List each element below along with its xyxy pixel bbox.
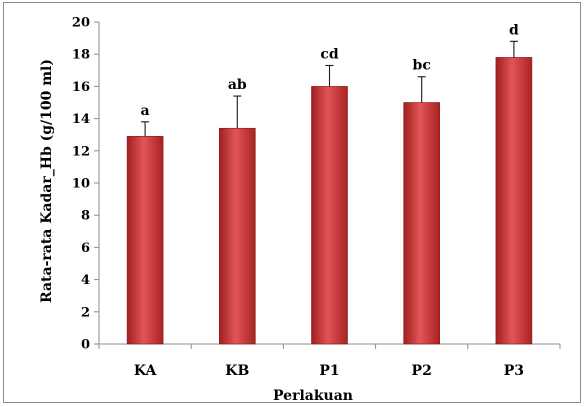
y-tick-label: 12 [72, 144, 90, 159]
significance-label: a [141, 103, 150, 119]
bar-p2 [403, 102, 441, 345]
y-tick-label: 6 [81, 241, 90, 256]
y-tick-label: 18 [72, 48, 90, 63]
y-tick-label: 8 [81, 209, 90, 224]
x-tick-label: KB [225, 363, 249, 379]
bar-kb [219, 127, 256, 345]
y-axis-title: Rata-rata Kadar_Hb (g/100 ml) [39, 59, 55, 303]
significance-label: ab [228, 77, 247, 93]
bars: a ab cd bc d [126, 22, 533, 345]
bar-ka [126, 136, 164, 345]
y-axis: 0 2 4 6 8 10 12 14 16 18 20 [72, 16, 100, 353]
y-tick-label: 14 [72, 112, 90, 127]
x-axis-title: Perlakuan [273, 388, 353, 404]
significance-label: d [509, 22, 519, 38]
x-tick-label: P3 [504, 363, 524, 379]
y-tick-label: 2 [81, 305, 90, 320]
y-tick-label: 4 [81, 273, 90, 288]
x-tick-label: P2 [412, 363, 432, 379]
y-tick-label: 16 [72, 80, 90, 95]
y-tick-label: 20 [72, 16, 90, 31]
category-labels: KA KB P1 P2 P3 [134, 363, 524, 379]
significance-label: cd [320, 46, 339, 62]
y-tick-label: 0 [81, 338, 90, 353]
y-tick-label: 10 [72, 177, 90, 192]
x-tick-label: KA [134, 363, 158, 379]
bar-p1 [311, 86, 348, 345]
x-axis [98, 343, 561, 349]
bar-p3 [495, 57, 533, 345]
significance-label: bc [413, 58, 431, 74]
x-tick-label: P1 [319, 363, 339, 379]
